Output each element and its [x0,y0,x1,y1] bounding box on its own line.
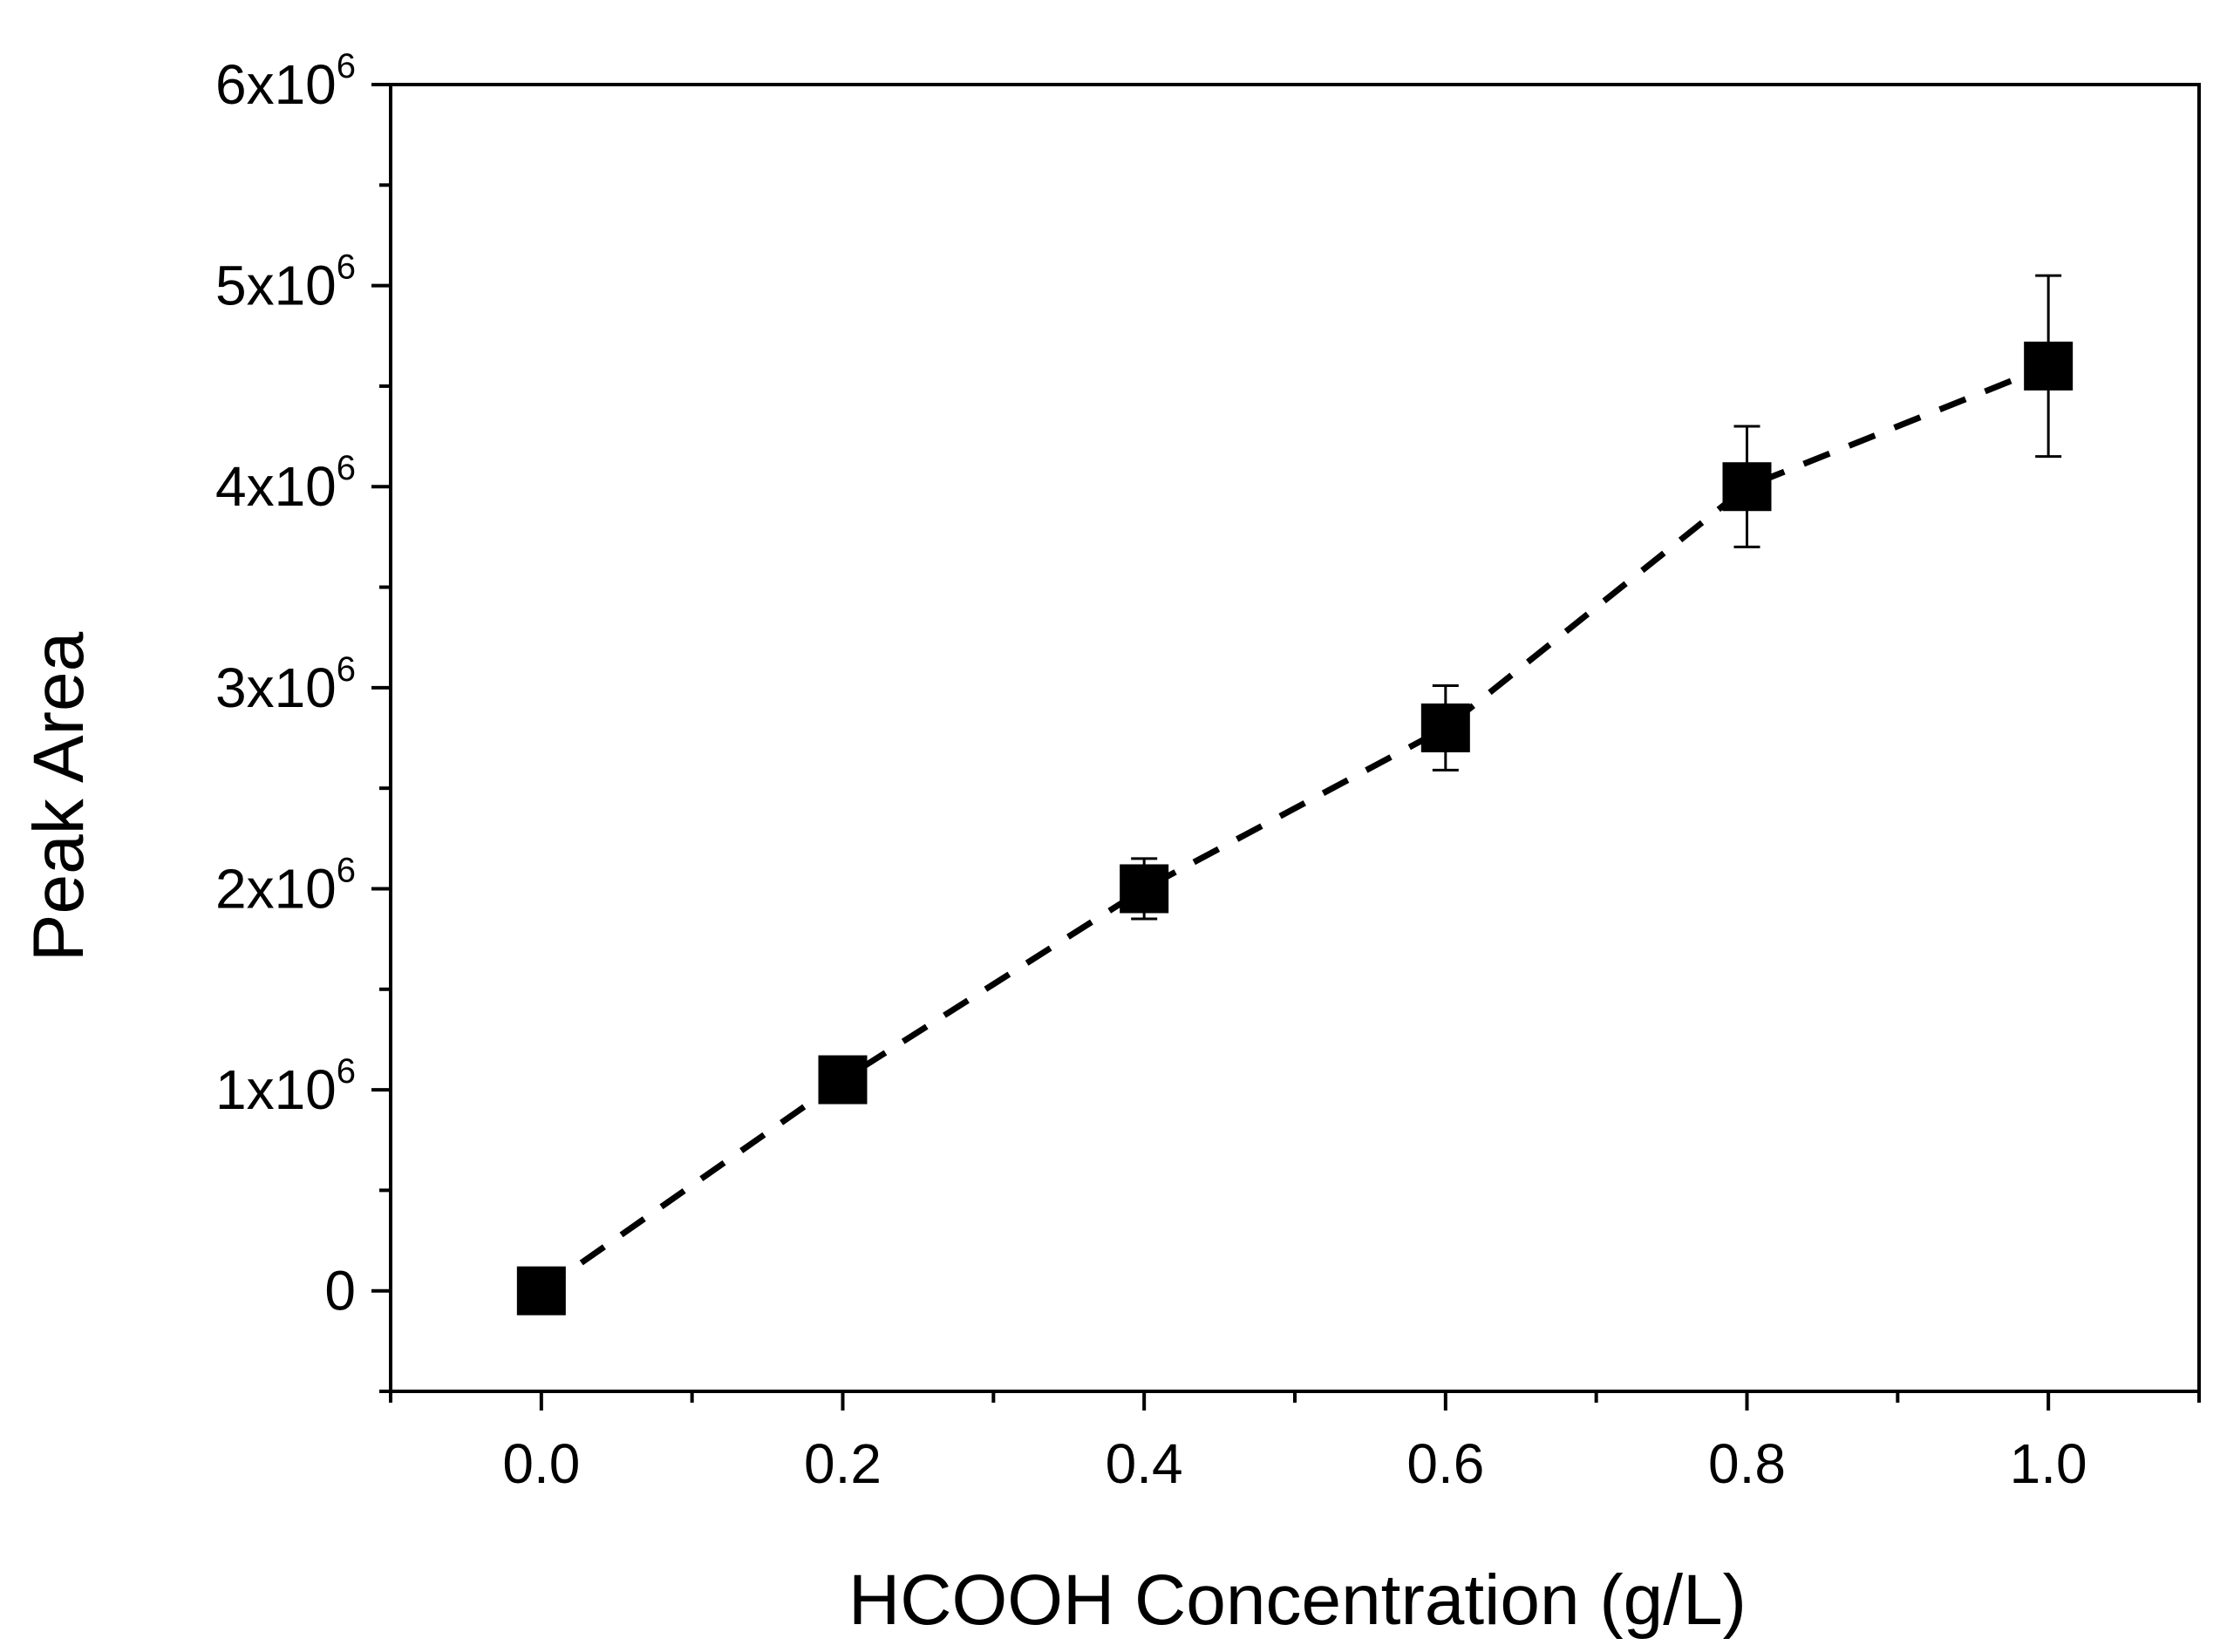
x-tick-labels: 0.0 0.2 0.4 0.6 0.8 1.0 [502,1432,2087,1495]
y-tick-label: 3x106 [215,650,356,719]
y-tick-label: 6x106 [215,47,356,116]
y-tick-label: 4x106 [215,449,356,518]
x-tick-label: 0.2 [804,1432,882,1495]
series-dashed-line [539,363,2050,1294]
data-point [516,1266,566,1315]
y-tick-label: 0 [324,1260,356,1322]
x-tick-label: 0.4 [1106,1432,1183,1495]
x-axis-title: HCOOH Concentration (g/L) [848,1560,1747,1640]
axes [389,83,2201,1393]
y-axis-title: Peak Area [19,631,99,962]
x-tick-label: 0.6 [1406,1432,1484,1495]
data-point [1120,864,1169,914]
data-point [1722,462,1772,512]
ticks [371,83,2201,1411]
x-tick-label: 0.8 [1708,1432,1786,1495]
y-tick-label: 1x106 [215,1052,356,1121]
data-point [1420,703,1470,752]
data-series [516,274,2074,1315]
y-tick-label: 5x106 [215,248,356,317]
data-point [2024,341,2074,391]
x-tick-label: 1.0 [2010,1432,2087,1495]
plot-frame [389,83,2201,1393]
y-tick-label: 2x106 [215,851,356,920]
x-tick-label: 0.0 [502,1432,580,1495]
y-tick-labels: 0 1x106 2x106 3x106 4x106 5x106 6x106 [215,47,356,1322]
data-point [818,1055,868,1105]
